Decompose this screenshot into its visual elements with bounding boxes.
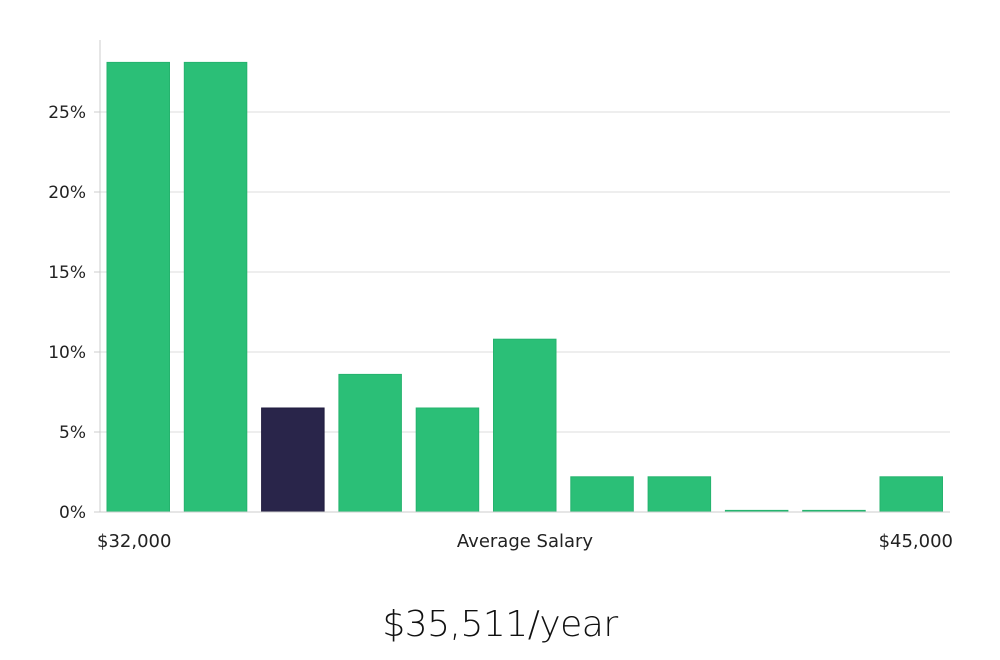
y-tick-label-5: 5% [59, 423, 86, 443]
y-tick-label-15: 15% [48, 263, 86, 283]
y-tick-label-20: 20% [48, 183, 86, 203]
bar-1 [183, 61, 248, 513]
x-min-label: $32,000 [97, 531, 171, 552]
salary-distribution-chart: 0%5%10%15%20%25% $32,000 Average Salary … [48, 40, 953, 552]
bar-layer [106, 61, 943, 513]
x-max-label: $45,000 [879, 531, 953, 552]
average-salary-value: $35,511/year [382, 604, 618, 645]
y-tick-label-10: 10% [48, 343, 86, 363]
bar-5 [493, 338, 557, 513]
bar-6 [570, 476, 634, 513]
y-tick-label-0: 0% [59, 503, 86, 523]
x-axis-title: Average Salary [457, 531, 594, 552]
bar-0 [106, 61, 170, 513]
bar-10 [879, 476, 943, 513]
bar-4 [415, 407, 480, 513]
bar-highlighted-2 [261, 407, 325, 513]
bar-7 [647, 476, 712, 513]
y-tick-label-25: 25% [48, 103, 86, 123]
y-tick-labels: 0% 5% 10% 15% 20% 25% [48, 103, 100, 523]
bar-3 [338, 373, 402, 513]
